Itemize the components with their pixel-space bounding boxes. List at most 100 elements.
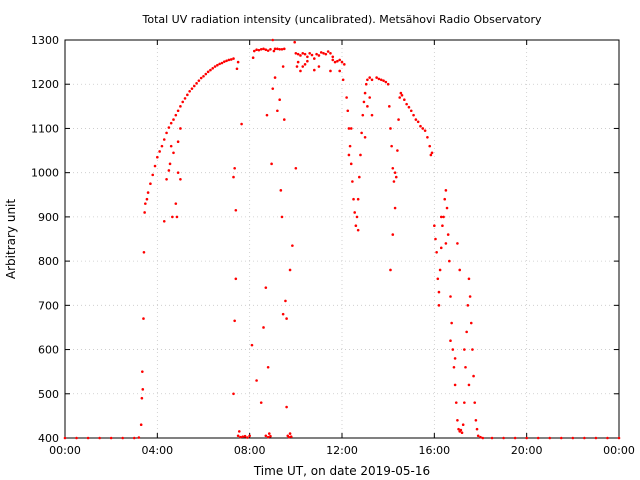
data-point <box>272 49 276 53</box>
data-point <box>169 121 173 125</box>
data-point <box>282 47 286 51</box>
data-point <box>324 52 328 56</box>
data-point <box>168 162 172 166</box>
data-point <box>435 250 438 254</box>
plot-area-frame <box>64 39 620 439</box>
data-point <box>98 436 101 440</box>
y-tick-label: 800 <box>38 255 59 268</box>
data-point <box>204 72 208 76</box>
data-point <box>284 299 287 303</box>
data-point <box>142 317 145 320</box>
data-point <box>294 166 298 170</box>
data-point <box>453 383 457 387</box>
data-point <box>267 432 271 435</box>
x-tick-label: 00:00 <box>49 444 81 457</box>
data-point <box>559 436 563 440</box>
data-point <box>359 153 362 157</box>
data-point <box>172 118 175 121</box>
data-point <box>181 100 185 104</box>
data-point <box>525 436 528 440</box>
data-point <box>141 370 144 373</box>
data-point <box>449 339 452 343</box>
grid-lines <box>65 40 619 438</box>
data-point <box>176 109 180 113</box>
data-point <box>389 268 392 272</box>
data-point <box>202 74 205 78</box>
data-point <box>237 430 241 433</box>
data-point <box>459 428 463 432</box>
data-point <box>211 67 215 70</box>
data-point <box>234 277 238 281</box>
data-series <box>63 38 621 440</box>
data-point <box>282 118 286 121</box>
data-point <box>246 436 249 439</box>
data-point <box>158 150 161 153</box>
data-point <box>299 54 302 57</box>
data-point <box>280 47 284 51</box>
data-point <box>281 312 285 316</box>
data-point <box>379 78 383 82</box>
data-point <box>476 434 480 438</box>
data-point <box>160 144 164 148</box>
data-point <box>233 166 236 170</box>
data-point <box>251 56 255 59</box>
data-point <box>313 68 316 72</box>
data-point <box>354 224 358 228</box>
data-point <box>481 436 485 440</box>
data-point <box>428 144 432 148</box>
data-point <box>356 197 360 201</box>
data-point <box>358 175 361 179</box>
data-point <box>264 48 268 52</box>
data-point <box>392 180 396 183</box>
data-point <box>475 427 479 431</box>
y-tick-label: 1000 <box>31 167 59 180</box>
data-point <box>144 202 147 205</box>
data-point <box>363 91 367 95</box>
data-point <box>397 118 400 121</box>
data-point <box>271 38 275 42</box>
data-point <box>473 401 477 404</box>
data-point <box>403 98 406 101</box>
data-point <box>333 60 337 64</box>
data-point <box>265 113 269 117</box>
data-point <box>362 100 366 104</box>
data-point <box>172 151 175 155</box>
data-point <box>377 77 381 81</box>
data-point <box>234 208 238 212</box>
data-point <box>167 169 171 172</box>
data-point <box>294 51 298 55</box>
data-point <box>336 59 339 63</box>
data-point <box>442 215 445 219</box>
data-point <box>109 436 113 440</box>
data-point <box>446 233 450 236</box>
data-point <box>303 63 307 66</box>
data-point <box>450 321 453 325</box>
data-point <box>288 432 292 435</box>
data-point <box>393 206 397 210</box>
data-point <box>259 401 263 404</box>
data-point <box>368 76 372 79</box>
data-point <box>444 242 448 245</box>
data-point <box>355 215 359 219</box>
data-point <box>276 47 279 51</box>
data-point <box>338 69 341 73</box>
data-point <box>465 330 468 334</box>
data-point <box>248 434 251 438</box>
data-point <box>456 242 459 245</box>
data-point <box>317 54 321 57</box>
data-point <box>222 60 226 63</box>
data-point <box>165 178 168 181</box>
data-point <box>439 246 443 250</box>
data-point <box>388 105 391 108</box>
data-point <box>174 113 178 117</box>
data-point <box>218 62 221 66</box>
data-point <box>461 423 465 427</box>
data-point <box>317 65 321 68</box>
data-point <box>299 69 302 73</box>
data-point <box>162 138 166 141</box>
data-point <box>236 60 240 64</box>
data-point <box>444 189 448 192</box>
data-point <box>235 67 239 71</box>
data-point <box>375 76 378 79</box>
data-point <box>289 435 293 438</box>
